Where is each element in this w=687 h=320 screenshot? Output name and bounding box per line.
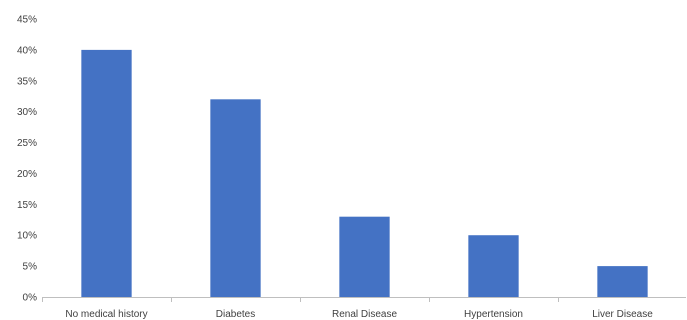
x-axis-tick-marks <box>42 297 559 302</box>
bar-hypertension <box>468 235 519 297</box>
bar-renal-disease <box>339 216 390 297</box>
y-axis-tick-labels: 0% 5% 10% 15% 20% 25% 30% 35% 40% 45% <box>17 15 37 304</box>
y-tick-label: 40% <box>17 45 37 56</box>
x-category-label: No medical history <box>65 309 147 320</box>
x-category-label: Liver Disease <box>592 309 653 320</box>
y-tick-label: 10% <box>17 231 37 242</box>
x-axis-category-labels: No medical history Diabetes Renal Disease H… <box>65 309 653 320</box>
bar-liver-disease <box>597 266 648 297</box>
y-tick-label: 5% <box>23 262 38 273</box>
y-tick-label: 25% <box>17 138 37 149</box>
bar-no-medical-history <box>81 49 132 298</box>
x-category-label: Diabetes <box>216 309 255 320</box>
y-tick-label: 15% <box>17 200 37 211</box>
y-tick-label: 0% <box>23 293 38 304</box>
x-category-label: Hypertension <box>464 309 523 320</box>
bar-series <box>81 49 648 298</box>
y-tick-label: 35% <box>17 76 37 87</box>
bar-diabetes <box>210 99 261 297</box>
x-category-label: Renal Disease <box>332 309 397 320</box>
y-tick-label: 45% <box>17 15 37 26</box>
y-tick-label: 20% <box>17 169 37 180</box>
y-tick-label: 30% <box>17 107 37 118</box>
